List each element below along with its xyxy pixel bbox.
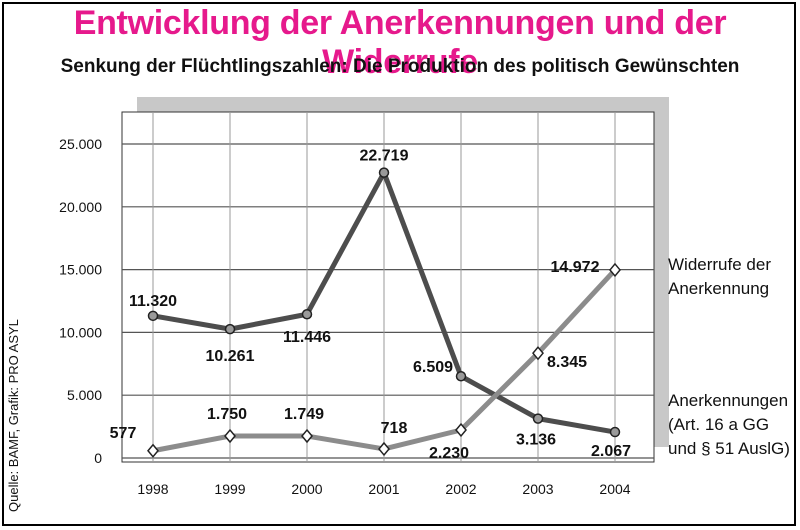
y-tick-label: 15.000 (59, 262, 102, 278)
data-label: 22.719 (360, 148, 409, 165)
chart-subtitle: Senkung der Flüchtlingszahlen: Die Produ… (60, 56, 740, 77)
data-label: 14.972 (551, 259, 600, 276)
data-label: 1.749 (284, 406, 324, 423)
data-label: 10.261 (206, 348, 255, 365)
y-tick-label: 20.000 (59, 199, 102, 215)
data-point-widerrufe (609, 426, 621, 438)
legend-anerkennungen-line-2: (Art. 16 a GG (668, 415, 770, 434)
y-tick-label: 10.000 (59, 324, 102, 340)
data-point-widerrufe (224, 323, 236, 335)
data-label: 11.320 (129, 293, 177, 310)
data-point-anerkennungen (609, 262, 621, 278)
legend-widerrufe-line-2: Anerkennung (668, 279, 770, 298)
data-point-widerrufe (147, 310, 159, 322)
data-label: 6.509 (413, 359, 453, 376)
x-tick-label: 1999 (214, 481, 245, 497)
data-label: 11.446 (283, 329, 331, 346)
data-label: 8.345 (547, 354, 587, 371)
data-label: 718 (381, 420, 408, 437)
y-tick-label: 5.000 (67, 387, 102, 403)
data-point-widerrufe (378, 167, 390, 178)
data-point-anerkennungen (378, 441, 390, 457)
data-label: 1.750 (207, 406, 247, 423)
x-tick-label: 2001 (368, 481, 399, 497)
y-tick-label: 25.000 (59, 136, 102, 152)
x-tick-label: 2002 (445, 481, 476, 497)
chart-title: Entwicklung der Anerkennungen und der Wi… (73, 4, 727, 81)
legend-widerrufe-line-1: Widerrufe der (668, 255, 771, 274)
data-point-anerkennungen (147, 443, 159, 458)
data-point-widerrufe (532, 413, 544, 424)
legend-widerrufe: Widerrufe der Anerkennung (668, 253, 771, 301)
legend-anerkennungen: Anerkennungen (Art. 16 a GG und § 51 Aus… (668, 389, 790, 461)
data-label: 3.136 (516, 432, 556, 449)
legend-anerkennungen-line-3: und § 51 AuslG) (668, 439, 790, 458)
data-point-anerkennungen (455, 422, 467, 438)
y-tick-label: 0 (94, 450, 102, 466)
x-tick-label: 1998 (137, 481, 168, 497)
data-point-widerrufe (301, 308, 313, 320)
data-label: 577 (110, 425, 137, 442)
data-point-widerrufe (455, 370, 467, 382)
data-point-anerkennungen (301, 428, 313, 444)
x-tick-label: 2004 (599, 481, 630, 497)
x-tick-label: 2000 (291, 481, 322, 497)
data-point-anerkennungen (224, 428, 236, 444)
x-tick-label: 2003 (522, 481, 553, 497)
data-label: 2.067 (591, 443, 631, 460)
data-point-anerkennungen (532, 346, 544, 361)
legend-anerkennungen-line-1: Anerkennungen (668, 391, 789, 410)
data-label: 2.230 (429, 445, 469, 462)
